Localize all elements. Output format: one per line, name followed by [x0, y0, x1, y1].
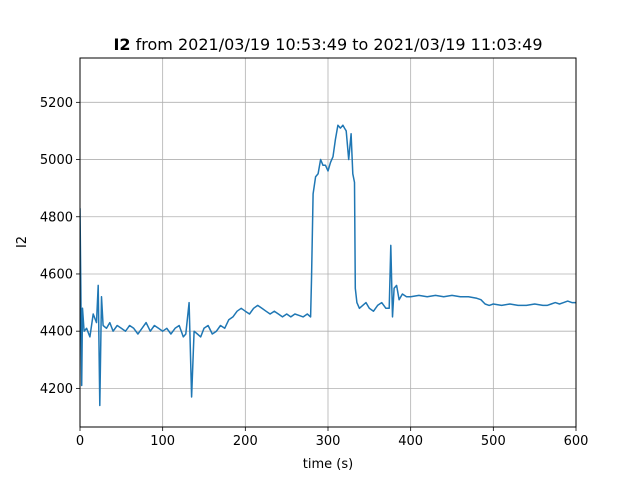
chart-title: I2 from 2021/03/19 10:53:49 to 2021/03/1…	[113, 35, 542, 54]
y-tick-label: 5200	[40, 96, 73, 111]
x-tick-label: 400	[398, 434, 423, 449]
chart-title-range: from 2021/03/19 10:53:49 to 2021/03/19 1…	[131, 35, 543, 54]
x-tick-label: 100	[150, 434, 175, 449]
y-tick-label: 5000	[40, 153, 73, 168]
x-tick-label: 0	[76, 434, 84, 449]
plot-area	[80, 124, 576, 407]
y-tick-label: 4800	[40, 210, 73, 225]
y-axis-ticks: 4200 4400 4600 4800 5000 5200	[40, 96, 80, 397]
x-tick-label: 300	[316, 434, 341, 449]
grid-lines	[79, 58, 577, 427]
x-tick-label: 600	[564, 434, 589, 449]
y-axis-label: I2	[15, 236, 30, 248]
series-line-i2	[80, 124, 576, 407]
y-tick-label: 4600	[40, 267, 73, 282]
y-tick-label: 4400	[40, 325, 73, 340]
y-tick-label: 4200	[40, 382, 73, 397]
x-tick-label: 200	[233, 434, 258, 449]
chart-title-variable: I2	[113, 35, 130, 54]
x-tick-label: 500	[481, 434, 506, 449]
x-axis-ticks: 0 100 200 300 400 500 600	[76, 427, 589, 449]
x-axis-label: time (s)	[303, 457, 353, 472]
